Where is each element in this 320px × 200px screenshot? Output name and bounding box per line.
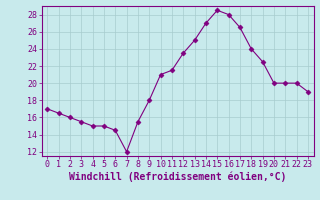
X-axis label: Windchill (Refroidissement éolien,°C): Windchill (Refroidissement éolien,°C) (69, 172, 286, 182)
